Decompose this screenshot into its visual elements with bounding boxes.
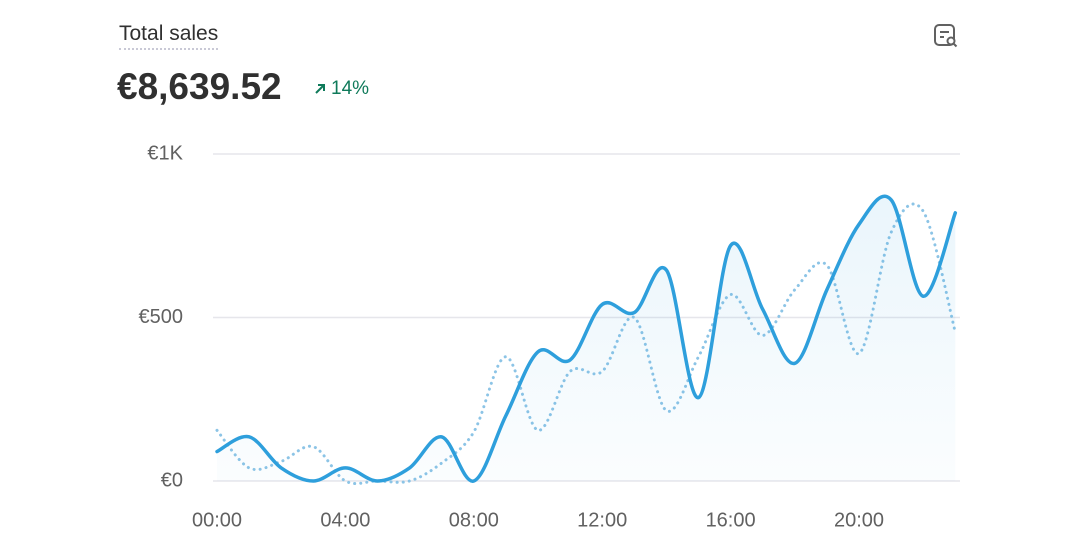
card-title[interactable]: Total sales [119,22,219,50]
change-value: 14% [331,78,370,99]
y-tick-label: €1K [147,142,183,164]
x-tick-label: 16:00 [706,509,756,531]
area-fill [217,196,956,482]
x-tick-label: 04:00 [320,509,370,531]
total-value: €8,639.52 [117,66,282,107]
up-arrow [315,84,325,94]
y-tick-label: €500 [139,306,184,328]
y-tick-label: €0 [161,469,183,491]
x-tick-label: 20:00 [834,509,884,531]
explore-icon[interactable] [932,22,960,50]
x-tick-label: 08:00 [449,509,499,531]
x-tick-label: 12:00 [577,509,627,531]
series-line [215,194,958,483]
x-tick-label: 00:00 [192,509,242,531]
change: 14% [313,78,369,100]
